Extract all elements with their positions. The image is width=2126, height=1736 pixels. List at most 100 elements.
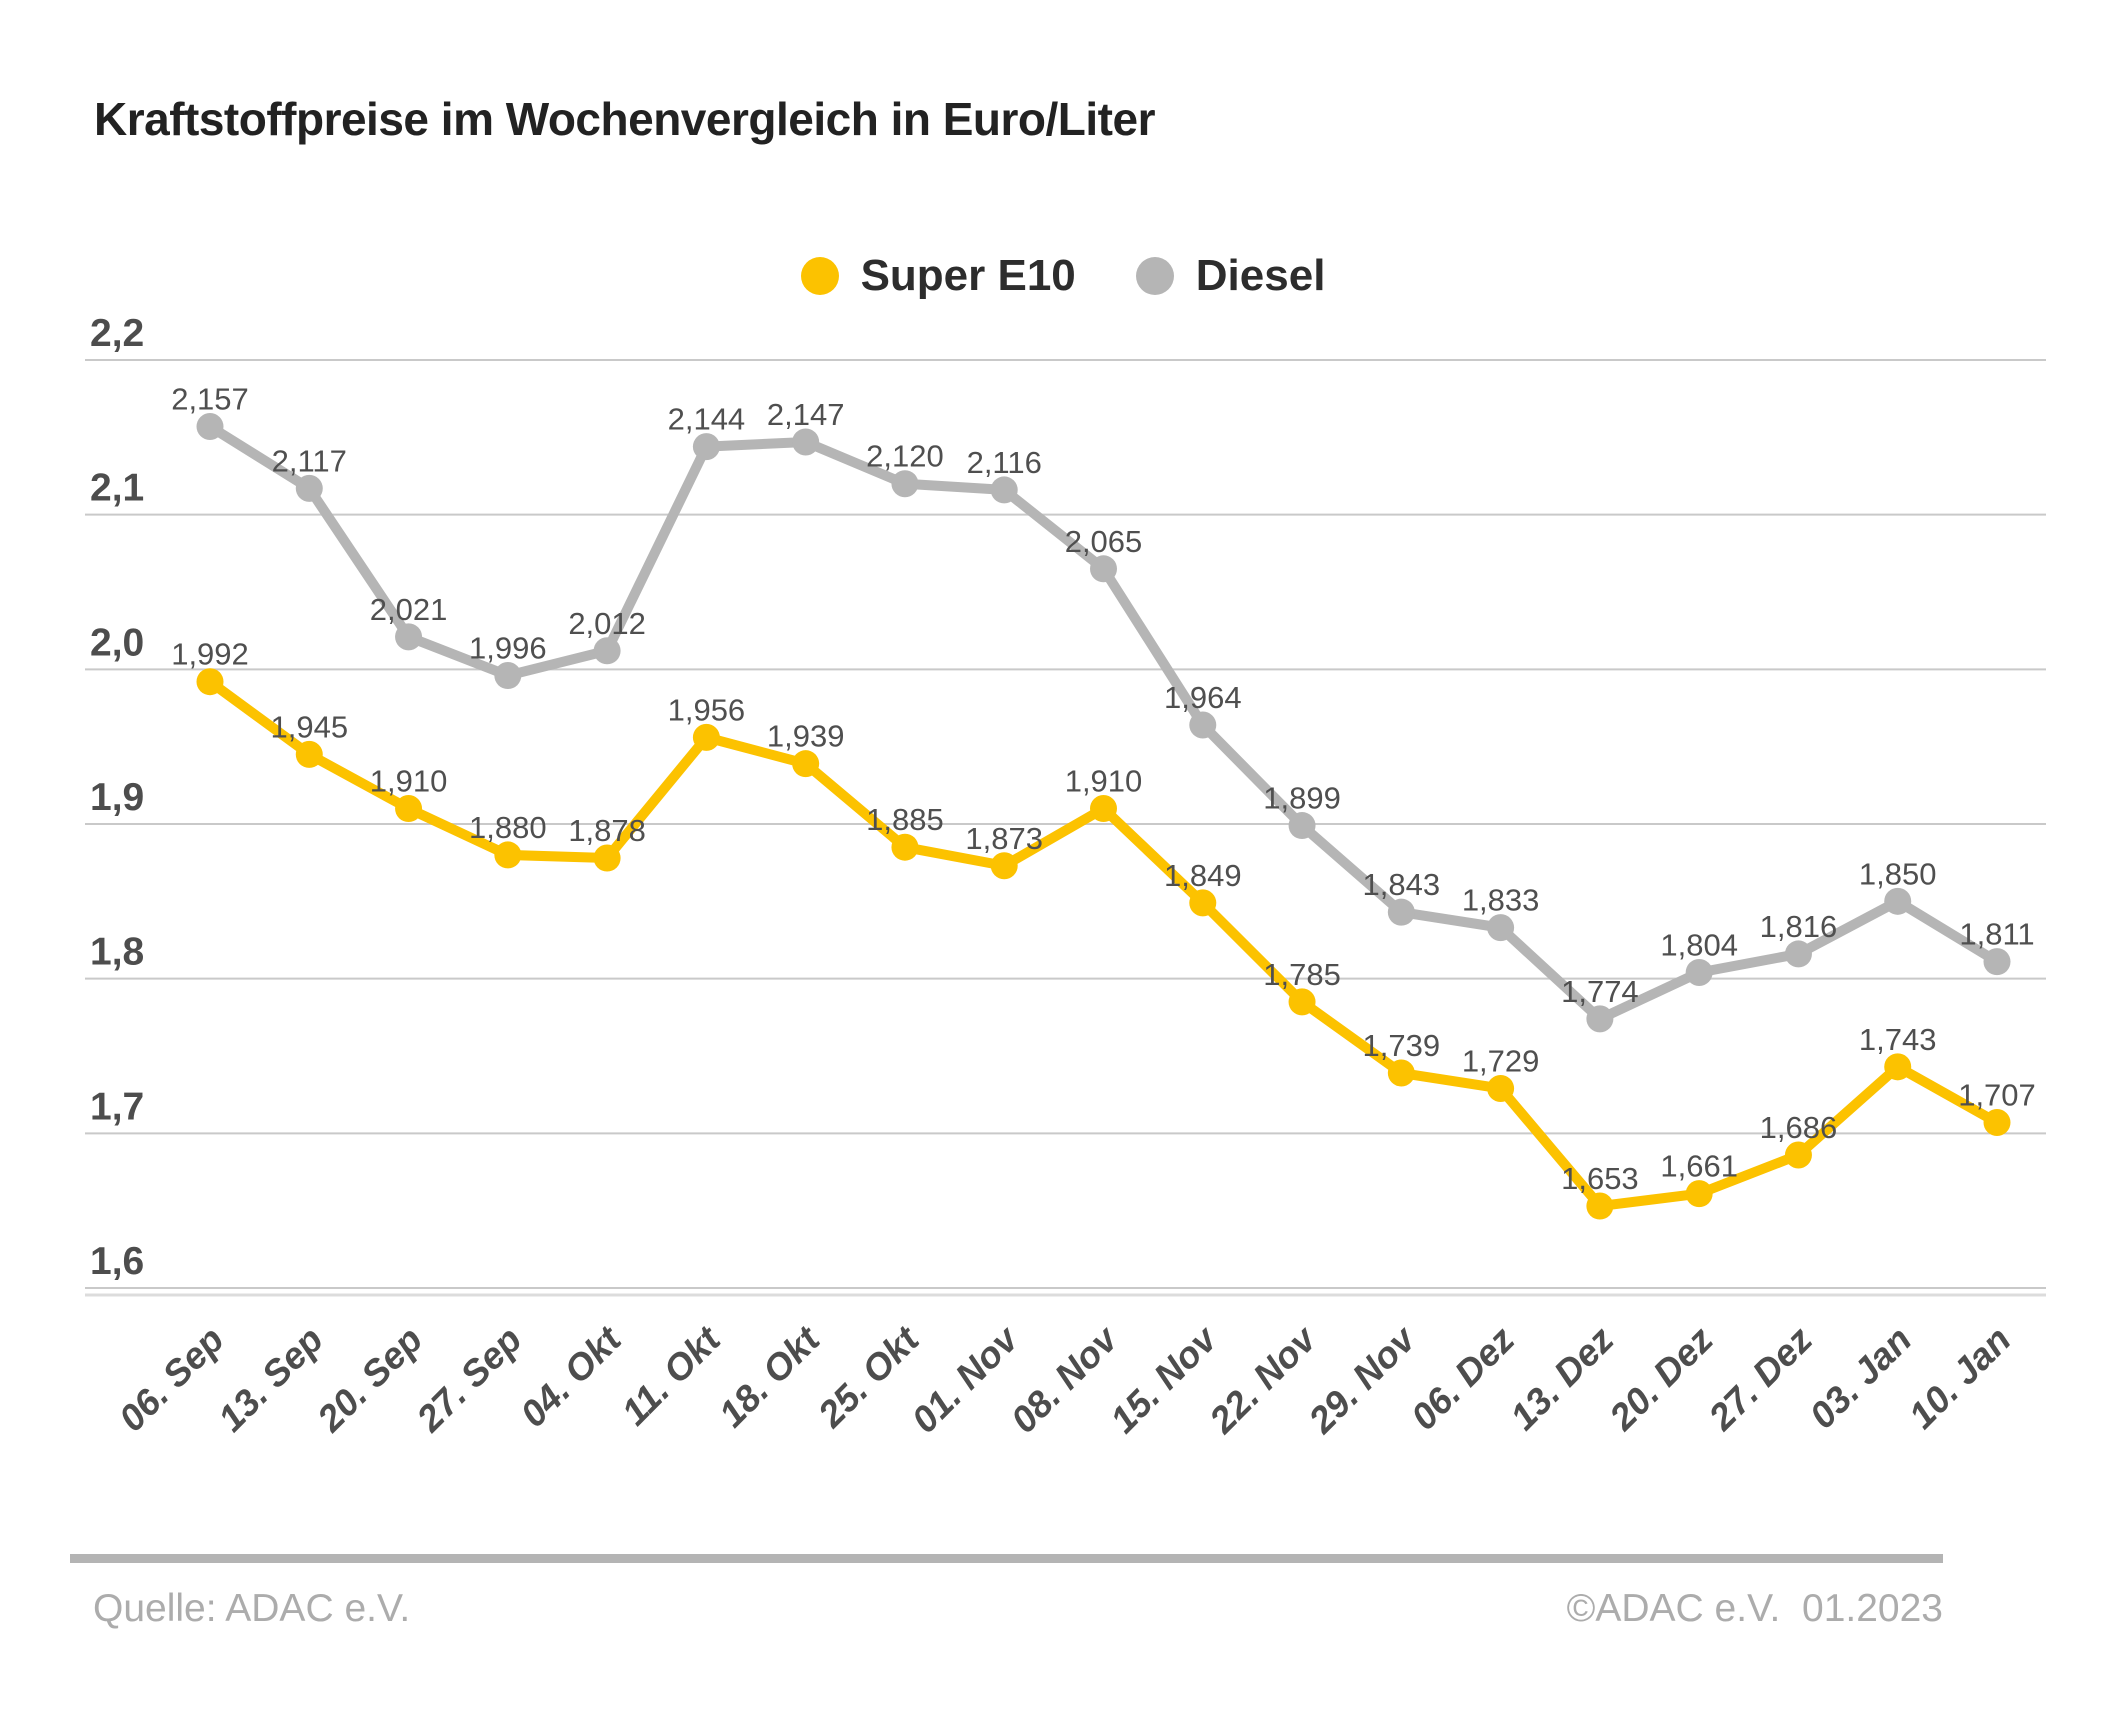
super-e10-point — [593, 844, 621, 872]
super-e10-value-label: 1,729 — [1462, 1043, 1540, 1078]
x-axis-tick-label: 01. Nov — [904, 1317, 1028, 1441]
diesel-value-label: 2,144 — [668, 402, 746, 437]
y-axis-tick-label: 1,9 — [90, 776, 144, 819]
super-e10-point — [990, 852, 1018, 880]
diesel-point — [196, 413, 224, 441]
x-axis-tick-label: 18. Okt — [711, 1317, 828, 1434]
footer-divider — [70, 1554, 1943, 1563]
x-axis-tick-label: 11. Okt — [614, 1317, 729, 1432]
y-axis-tick-label: 1,7 — [90, 1085, 144, 1128]
super-e10-point — [196, 668, 224, 696]
x-axis-tick-label: 04. Okt — [513, 1317, 630, 1434]
super-e10-point — [1685, 1180, 1713, 1208]
diesel-value-label: 1,843 — [1363, 867, 1441, 902]
diesel-point — [395, 623, 423, 651]
diesel-point — [295, 474, 323, 502]
super-e10-value-label: 1,653 — [1561, 1161, 1639, 1196]
super-e10-legend-dot-icon — [800, 257, 839, 295]
diesel-value-label: 1,899 — [1263, 781, 1341, 816]
diesel-point — [1387, 898, 1415, 926]
super-e10-point — [1090, 795, 1117, 823]
copyright-text: ©ADAC e.V. 01.2023 — [1566, 1587, 1943, 1630]
diesel-point — [1487, 914, 1515, 942]
x-axis-tick-label: 10. Jan — [1901, 1319, 2019, 1437]
x-axis-tick-label: 03. Jan — [1802, 1319, 1920, 1437]
diesel-value-label: 2,065 — [1065, 524, 1143, 559]
super-e10-point — [1487, 1074, 1515, 1102]
x-axis-tick-label: 13. Dez — [1502, 1318, 1622, 1438]
super-e10-value-label: 1,910 — [370, 764, 448, 799]
diesel-legend-dot-icon — [1135, 257, 1174, 295]
x-axis-tick-label: 15. Nov — [1102, 1317, 1226, 1441]
diesel-value-label: 2,116 — [967, 445, 1042, 480]
x-axis-tick-label: 27. Dez — [1700, 1318, 1820, 1438]
diesel-point — [593, 637, 621, 665]
diesel-point — [1090, 555, 1117, 583]
diesel-point — [1884, 887, 1912, 915]
diesel-value-label: 1,804 — [1660, 927, 1738, 962]
x-axis-tick-label: 29. Nov — [1300, 1317, 1424, 1441]
legend-label-super-e10: Super E10 — [860, 251, 1076, 300]
super-e10-point — [395, 795, 423, 823]
super-e10-point — [1288, 988, 1316, 1016]
diesel-point — [1288, 812, 1316, 840]
super-e10-value-label: 1,878 — [568, 813, 646, 848]
legend-label-diesel: Diesel — [1195, 251, 1326, 300]
diesel-value-label: 2,021 — [370, 592, 448, 627]
diesel-point — [990, 476, 1018, 504]
y-axis-tick-label: 1,6 — [90, 1240, 144, 1283]
super-e10-point — [891, 833, 919, 861]
diesel-point — [792, 428, 820, 456]
diesel-point — [692, 433, 720, 461]
super-e10-value-label: 1,992 — [171, 637, 249, 672]
x-axis-tick-label: 20. Dez — [1601, 1318, 1721, 1438]
super-e10-value-label: 1,873 — [965, 821, 1043, 856]
super-e10-value-label: 1,661 — [1660, 1149, 1738, 1184]
x-axis-tick-label: 22. Nov — [1201, 1317, 1325, 1441]
super-e10-point — [1189, 889, 1217, 917]
y-axis-tick-label: 2,2 — [90, 312, 144, 355]
page-title: Kraftstoffpreise im Wochenvergleich in E… — [94, 93, 1155, 145]
x-axis-tick-label: 20. Sep — [309, 1319, 430, 1440]
super-e10-value-label: 1,885 — [866, 802, 944, 837]
diesel-value-label: 1,774 — [1561, 974, 1639, 1009]
diesel-value-label: 1,996 — [469, 631, 547, 666]
diesel-value-label: 1,833 — [1462, 883, 1540, 918]
legend-item-super-e10: Super E10 — [800, 251, 1076, 300]
y-axis-tick-label: 2,1 — [90, 467, 144, 510]
x-axis-tick-label: 08. Nov — [1003, 1317, 1127, 1441]
super-e10-value-label: 1,739 — [1363, 1028, 1441, 1063]
super-e10-point — [692, 723, 720, 751]
x-axis-tick-label: 13. Sep — [210, 1319, 331, 1440]
super-e10-point — [1983, 1109, 2011, 1137]
diesel-point — [1983, 948, 2011, 976]
super-e10-point — [1884, 1053, 1912, 1081]
diesel-point — [1586, 1005, 1614, 1033]
super-e10-point — [494, 841, 522, 869]
diesel-value-label: 2,117 — [272, 443, 347, 478]
super-e10-value-label: 1,743 — [1859, 1022, 1937, 1057]
x-axis-tick-label: 06. Sep — [111, 1319, 232, 1440]
x-axis-tick-label: 27. Sep — [408, 1319, 529, 1440]
super-e10-value-label: 1,707 — [1958, 1078, 2036, 1113]
super-e10-point — [792, 750, 820, 778]
diesel-point — [494, 662, 522, 690]
diesel-point — [891, 470, 919, 498]
y-axis-tick-label: 1,8 — [90, 931, 144, 974]
diesel-point — [1784, 940, 1812, 968]
super-e10-value-label: 1,945 — [270, 709, 348, 744]
super-e10-value-label: 1,910 — [1065, 764, 1143, 799]
super-e10-value-label: 1,880 — [469, 810, 547, 845]
super-e10-point — [1387, 1059, 1415, 1087]
super-e10-point — [1784, 1141, 1812, 1169]
diesel-point — [1685, 958, 1713, 986]
legend-item-diesel: Diesel — [1135, 251, 1326, 300]
source-text: Quelle: ADAC e.V. — [93, 1587, 411, 1630]
diesel-value-label: 2,120 — [866, 439, 944, 474]
diesel-value-label: 1,964 — [1164, 680, 1242, 715]
chart-legend: Super E10 Diesel — [0, 254, 2126, 298]
diesel-value-label: 2,012 — [568, 606, 646, 641]
super-e10-value-label: 1,849 — [1164, 858, 1242, 893]
